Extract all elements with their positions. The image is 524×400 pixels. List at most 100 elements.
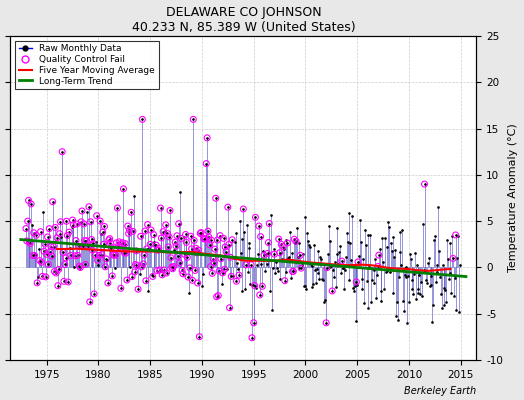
Point	[279, 243, 287, 250]
Point	[177, 235, 185, 242]
Point	[76, 264, 84, 271]
Point	[60, 278, 68, 284]
Point	[289, 268, 298, 274]
Point	[280, 278, 289, 284]
Point	[73, 221, 81, 227]
Point	[81, 261, 90, 268]
Point	[204, 228, 212, 234]
Point	[71, 253, 79, 259]
Point	[152, 242, 160, 248]
Point	[37, 259, 46, 266]
Point	[46, 249, 54, 255]
Point	[63, 232, 72, 239]
Point	[127, 209, 135, 216]
Point	[195, 334, 203, 340]
Point	[90, 291, 99, 297]
Point	[162, 270, 171, 276]
Point	[97, 251, 106, 258]
Point	[156, 267, 164, 273]
Point	[44, 261, 52, 268]
Point	[207, 237, 215, 243]
Point	[220, 266, 228, 272]
Point	[292, 238, 300, 244]
Point	[91, 252, 99, 258]
Point	[53, 282, 62, 289]
Point	[227, 273, 235, 280]
Point	[255, 223, 263, 229]
Point	[265, 220, 274, 227]
Point	[264, 250, 272, 257]
Point	[226, 254, 235, 260]
Point	[264, 239, 272, 246]
Text: Berkeley Earth: Berkeley Earth	[404, 386, 476, 396]
Point	[25, 238, 34, 245]
Point	[165, 234, 173, 240]
Point	[449, 255, 457, 262]
Point	[174, 220, 183, 227]
Point	[74, 243, 83, 250]
Point	[180, 251, 189, 258]
Point	[49, 198, 57, 205]
Point	[189, 116, 198, 122]
Point	[156, 205, 165, 211]
Legend: Raw Monthly Data, Quality Control Fail, Five Year Moving Average, Long-Term Tren: Raw Monthly Data, Quality Control Fail, …	[15, 41, 159, 89]
Point	[184, 274, 192, 280]
Point	[119, 186, 128, 192]
Point	[183, 254, 191, 261]
Point	[89, 240, 97, 247]
Point	[132, 248, 140, 254]
Point	[133, 262, 141, 269]
Point	[86, 218, 95, 225]
Point	[201, 236, 210, 242]
Point	[62, 218, 71, 224]
Y-axis label: Temperature Anomaly (°C): Temperature Anomaly (°C)	[508, 124, 518, 272]
Point	[188, 246, 196, 252]
Point	[172, 243, 180, 249]
Point	[53, 234, 61, 241]
Point	[249, 320, 258, 326]
Point	[270, 251, 279, 257]
Point	[93, 212, 101, 219]
Point	[296, 252, 304, 258]
Point	[61, 255, 70, 261]
Point	[80, 221, 88, 227]
Point	[277, 241, 286, 248]
Point	[216, 232, 224, 239]
Point	[205, 234, 213, 240]
Point	[146, 241, 155, 248]
Point	[85, 204, 93, 210]
Point	[99, 229, 107, 236]
Point	[124, 230, 133, 237]
Point	[42, 251, 51, 258]
Point	[141, 228, 149, 234]
Point	[161, 222, 170, 228]
Point	[196, 230, 204, 237]
Point	[100, 223, 108, 230]
Point	[256, 234, 265, 240]
Point	[56, 230, 64, 237]
Point	[247, 262, 255, 268]
Point	[130, 269, 139, 275]
Point	[205, 242, 214, 248]
Point	[185, 265, 194, 271]
Point	[40, 248, 48, 254]
Point	[29, 230, 38, 236]
Point	[451, 232, 460, 238]
Point	[158, 272, 167, 278]
Point	[225, 304, 234, 311]
Point	[110, 252, 118, 258]
Point	[48, 253, 56, 259]
Point	[59, 249, 67, 256]
Point	[102, 256, 111, 262]
Point	[193, 250, 201, 256]
Point	[200, 235, 209, 242]
Point	[171, 239, 179, 246]
Point	[96, 218, 104, 224]
Title: DELAWARE CO JOHNSON
40.233 N, 85.389 W (United States): DELAWARE CO JOHNSON 40.233 N, 85.389 W (…	[132, 6, 355, 34]
Point	[108, 273, 116, 279]
Point	[197, 229, 205, 236]
Point	[232, 278, 241, 284]
Point	[222, 248, 230, 255]
Point	[77, 219, 85, 225]
Point	[67, 252, 75, 258]
